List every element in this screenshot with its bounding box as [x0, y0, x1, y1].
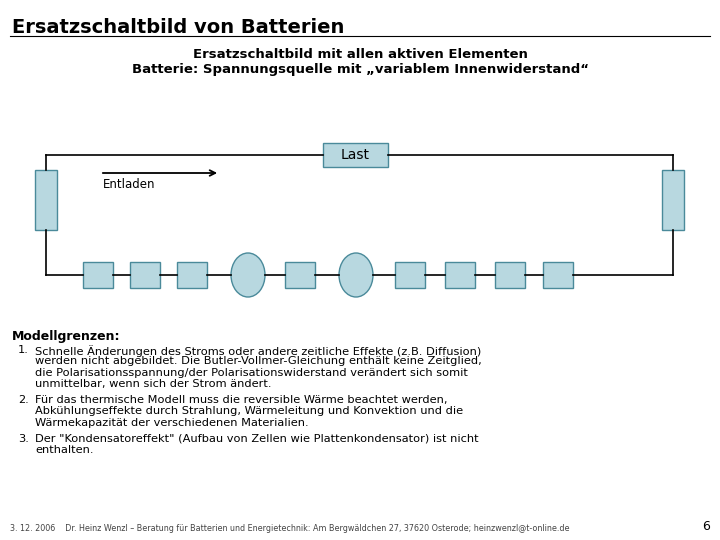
Bar: [662, 170, 684, 230]
Text: Schnelle Änderungen des Stroms oder andere zeitliche Effekte (z.B. Diffusion): Schnelle Änderungen des Stroms oder ande…: [35, 345, 481, 357]
Text: Der "Kondensatoreffekt" (Aufbau von Zellen wie Plattenkondensator) ist nicht: Der "Kondensatoreffekt" (Aufbau von Zell…: [35, 434, 479, 443]
Text: 2.: 2.: [18, 395, 29, 405]
Text: Abkühlungseffekte durch Strahlung, Wärmeleitung und Konvektion und die: Abkühlungseffekte durch Strahlung, Wärme…: [35, 407, 463, 416]
Bar: [395, 262, 425, 288]
Text: die Polarisationsspannung/der Polarisationswiderstand verändert sich somit: die Polarisationsspannung/der Polarisati…: [35, 368, 468, 378]
Bar: [495, 262, 525, 288]
Bar: [323, 143, 387, 167]
Bar: [445, 262, 475, 288]
Text: 3.: 3.: [18, 434, 29, 443]
Text: Modellgrenzen:: Modellgrenzen:: [12, 330, 120, 343]
Text: Entladen: Entladen: [103, 178, 156, 191]
Text: Ersatzschaltbild von Batterien: Ersatzschaltbild von Batterien: [12, 18, 344, 37]
Text: unmittelbar, wenn sich der Strom ändert.: unmittelbar, wenn sich der Strom ändert.: [35, 380, 271, 389]
Text: werden nicht abgebildet. Die Butler-Vollmer-Gleichung enthält keine Zeitglied,: werden nicht abgebildet. Die Butler-Voll…: [35, 356, 482, 367]
Text: 3. 12. 2006    Dr. Heinz Wenzl – Beratung für Batterien und Energietechnik: Am B: 3. 12. 2006 Dr. Heinz Wenzl – Beratung f…: [10, 524, 570, 533]
Text: Ersatzschaltbild mit allen aktiven Elementen: Ersatzschaltbild mit allen aktiven Eleme…: [192, 48, 528, 61]
Text: enthalten.: enthalten.: [35, 445, 94, 455]
Bar: [130, 262, 160, 288]
Bar: [285, 262, 315, 288]
Text: 1.: 1.: [18, 345, 29, 355]
Bar: [83, 262, 113, 288]
Text: Batterie: Spannungsquelle mit „variablem Innenwiderstand“: Batterie: Spannungsquelle mit „variablem…: [132, 63, 588, 76]
Bar: [543, 262, 573, 288]
Text: Wärmekapazität der verschiedenen Materialien.: Wärmekapazität der verschiedenen Materia…: [35, 418, 309, 428]
Text: 6: 6: [702, 520, 710, 533]
Ellipse shape: [231, 253, 265, 297]
Ellipse shape: [339, 253, 373, 297]
Text: Für das thermische Modell muss die reversible Wärme beachtet werden,: Für das thermische Modell muss die rever…: [35, 395, 448, 405]
Bar: [177, 262, 207, 288]
Bar: [35, 170, 57, 230]
Text: Last: Last: [341, 148, 369, 162]
